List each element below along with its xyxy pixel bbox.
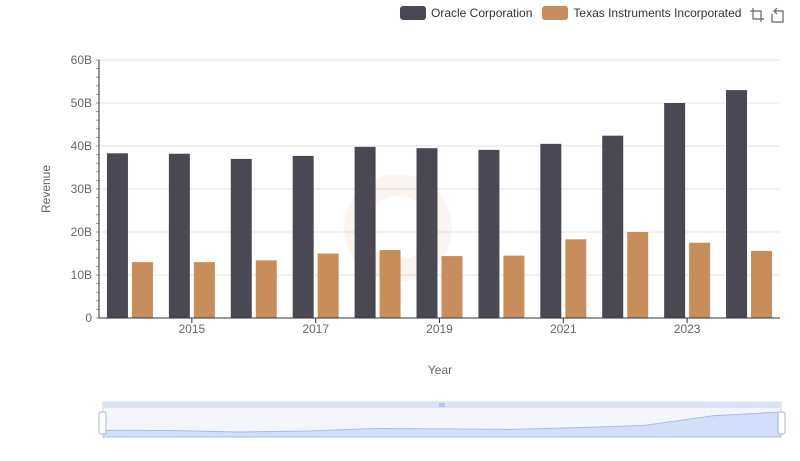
legend-label-texas-instruments: Texas Instruments Incorporated [573,6,742,20]
bar-oracle[interactable] [106,153,128,318]
y-tick-label: 20B [71,225,92,239]
legend: Oracle Corporation Texas Instruments Inc… [400,4,751,22]
bar-texas-instruments[interactable] [689,242,711,318]
bar-texas-instruments[interactable] [255,260,277,318]
bar-texas-instruments[interactable] [565,239,587,318]
y-tick-label: 30B [71,182,92,196]
datazoom-preview-area [102,411,782,438]
y-tick-label: 50B [71,96,92,110]
bar-oracle[interactable] [354,146,376,318]
x-tick-label: 2017 [302,322,329,336]
x-tick-label: 2021 [550,322,577,336]
legend-swatch-oracle [400,6,426,20]
bar-oracle[interactable] [478,149,500,318]
x-tick-label: 2023 [674,322,701,336]
bar-oracle[interactable] [168,153,190,318]
legend-swatch-texas-instruments [542,6,569,20]
bars [106,90,773,319]
bar-oracle[interactable] [416,148,438,318]
bar-oracle[interactable] [602,135,624,318]
axes: 0 10B 20B 30B 40B 50B 60B 2015 2017 2019 2021 2023 [71,53,780,336]
zoom-icon[interactable] [748,6,766,24]
bar-texas-instruments[interactable] [193,262,215,318]
x-tick-label: 2015 [179,322,206,336]
y-axis-title: Revenue [39,165,53,213]
bar-texas-instruments[interactable] [503,255,525,318]
bar-texas-instruments[interactable] [751,250,773,318]
restore-icon[interactable] [768,6,786,24]
legend-item-oracle[interactable]: Oracle Corporation [400,6,532,20]
bar-texas-instruments[interactable] [627,232,649,318]
toolbox [746,6,786,24]
bar-oracle[interactable] [540,143,562,318]
datazoom-slider[interactable] [98,401,786,438]
bar-texas-instruments[interactable] [441,256,463,318]
x-tick-label: 2019 [426,322,453,336]
datazoom-handle-right[interactable] [777,411,786,435]
legend-label-oracle: Oracle Corporation [431,6,533,20]
y-tick-label: 60B [71,53,92,67]
bar-texas-instruments[interactable] [317,253,339,319]
bar-texas-instruments[interactable] [131,262,153,318]
bar-oracle[interactable] [292,155,314,318]
bar-oracle[interactable] [230,158,252,318]
bar-oracle[interactable] [726,90,748,318]
y-tick-label: 10B [71,268,92,282]
bar-oracle[interactable] [664,103,686,318]
y-tick-label: 0 [85,311,92,325]
bar-texas-instruments[interactable] [379,250,401,318]
y-tick-label: 40B [71,139,92,153]
legend-item-texas-instruments[interactable]: Texas Instruments Incorporated [542,6,741,20]
x-axis-title: Year [428,363,452,377]
datazoom-handle-left[interactable] [98,411,107,435]
